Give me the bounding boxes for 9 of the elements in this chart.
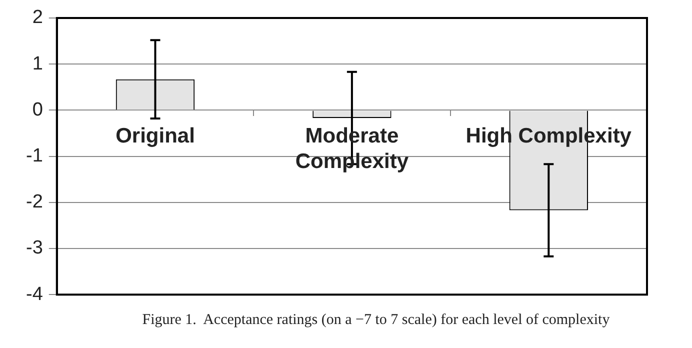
y-tick-label: -4 bbox=[26, 284, 44, 305]
y-tick-label: 2 bbox=[32, 7, 43, 28]
x-tick-label: Original bbox=[116, 124, 195, 148]
y-tick-label: -1 bbox=[26, 146, 43, 167]
y-tick-label: 1 bbox=[32, 53, 43, 74]
y-tick-label: -2 bbox=[26, 192, 43, 213]
caption: Figure 1. Acceptance ratings (on a −7 to 7 scale) for each level of complexity bbox=[141, 312, 611, 329]
y-tick-label: -3 bbox=[26, 238, 43, 259]
y-tick-label: 0 bbox=[32, 99, 43, 120]
